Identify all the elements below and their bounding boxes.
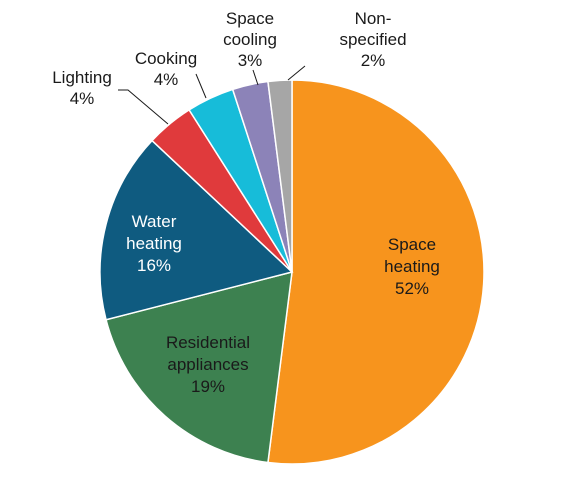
leader-line-lighting [118,89,169,125]
slice-label-water-heating: Water heating 16% [126,212,182,275]
pie-slice-non-specified [267,79,293,273]
slice-label-non-specified: Non-specified 2% [339,9,406,70]
pie-slice-water-heating [99,139,294,321]
slice-label-space-cooling: Space cooling 3% [223,9,277,70]
leader-line-space-cooling [252,69,259,86]
leader-line-non-specified [287,65,306,81]
pie-slice-residential-appliances [105,270,293,464]
slice-labels: Space heating 52% Residential appliances 19% W… [52,9,440,396]
slice-label-residential-appliances: Residential appliances 19% [166,333,250,396]
pie-slice-space-heating [267,79,485,465]
slice-label-lighting: Lighting 4% [52,68,112,108]
label-leader-lines [118,65,306,125]
slice-label-space-heating: Space heating 52% [384,235,440,298]
slice-label-cooking: Cooking 4% [135,49,197,89]
pie-slices [99,79,485,465]
leader-line-cooking [195,73,207,99]
